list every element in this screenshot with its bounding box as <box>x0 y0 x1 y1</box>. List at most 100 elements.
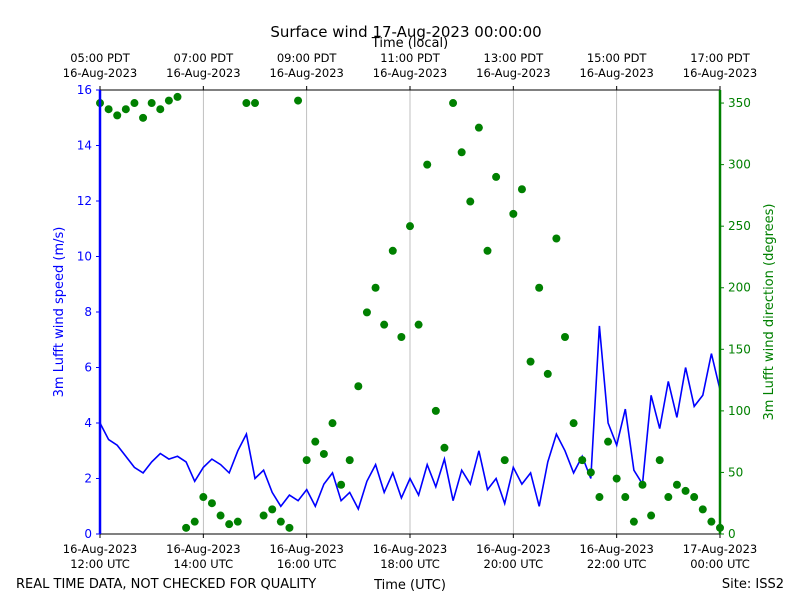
y2-tick-label: 0 <box>728 527 736 541</box>
top-tick-label: 17:00 PDT <box>690 51 751 65</box>
top-axis-label: Time (local) <box>371 36 448 51</box>
top-tick-label: 07:00 PDT <box>174 51 235 65</box>
direction-point <box>225 520 234 529</box>
y-tick-label: 4 <box>84 416 92 430</box>
top-tick-label: 16-Aug-2023 <box>683 66 757 80</box>
direction-point <box>259 511 268 520</box>
direction-point <box>130 99 139 108</box>
top-tick-label: 16-Aug-2023 <box>579 66 653 80</box>
direction-point <box>164 96 173 105</box>
direction-point <box>139 113 148 122</box>
site-label: Site: ISS2 <box>722 577 784 592</box>
y-axis-label: 3m Lufft wind speed (m/s) <box>52 227 67 398</box>
direction-point <box>655 456 664 465</box>
direction-point <box>371 283 380 292</box>
top-tick-label: 16-Aug-2023 <box>269 66 343 80</box>
direction-point <box>345 456 354 465</box>
y2-tick-label: 250 <box>728 219 751 233</box>
x-tick-label: 18:00 UTC <box>380 557 440 571</box>
direction-point <box>199 493 208 502</box>
footnote: REAL TIME DATA, NOT CHECKED FOR QUALITY <box>16 577 316 592</box>
direction-point <box>414 320 423 329</box>
direction-point <box>629 517 638 526</box>
x-tick-label: 00:00 UTC <box>690 557 750 571</box>
direction-point <box>121 105 130 114</box>
y-tick-label: 16 <box>77 83 92 97</box>
x-tick-label: 16-Aug-2023 <box>166 542 240 556</box>
speed-line <box>99 325 721 512</box>
direction-point <box>233 517 242 526</box>
y-tick-label: 8 <box>84 305 92 319</box>
y2-tick-label: 200 <box>728 281 751 295</box>
x-tick-label: 16:00 UTC <box>277 557 337 571</box>
direction-point <box>517 185 526 194</box>
direction-point <box>474 123 483 132</box>
direction-point <box>449 99 458 108</box>
direction-point <box>311 437 320 446</box>
direction-point <box>552 234 561 243</box>
direction-point <box>578 456 587 465</box>
x-tick-label: 17-Aug-2023 <box>683 542 757 556</box>
direction-point <box>440 443 449 452</box>
x-tick-label: 16-Aug-2023 <box>579 542 653 556</box>
top-tick-label: 16-Aug-2023 <box>63 66 137 80</box>
direction-point <box>380 320 389 329</box>
direction-point <box>604 437 613 446</box>
x-tick-label: 16-Aug-2023 <box>63 542 137 556</box>
x-axis-label: Time (UTC) <box>373 578 446 593</box>
top-tick-label: 13:00 PDT <box>484 51 545 65</box>
direction-point <box>207 499 216 508</box>
direction-point <box>672 480 681 489</box>
direction-point <box>681 486 690 495</box>
direction-point <box>569 419 578 428</box>
chart-title: Surface wind 17-Aug-2023 00:00:00 <box>270 23 541 41</box>
direction-point <box>423 160 432 169</box>
top-tick-label: 09:00 PDT <box>277 51 338 65</box>
direction-point <box>216 511 225 520</box>
direction-point <box>500 456 509 465</box>
x-tick-label: 12:00 UTC <box>70 557 130 571</box>
direction-point <box>285 523 294 532</box>
y-tick-label: 12 <box>77 194 92 208</box>
x-tick-label: 22:00 UTC <box>587 557 647 571</box>
y-tick-label: 6 <box>84 361 92 375</box>
direction-point <box>457 148 466 157</box>
direction-point <box>182 523 191 532</box>
direction-point <box>354 382 363 391</box>
direction-point <box>647 511 656 520</box>
direction-point <box>294 96 303 105</box>
direction-point <box>535 283 544 292</box>
y2-axis-label: 3m Lufft wind direction (degrees) <box>762 204 777 421</box>
direction-point <box>337 480 346 489</box>
direction-point <box>406 222 414 231</box>
direction-point <box>302 456 311 465</box>
top-tick-label: 11:00 PDT <box>380 51 441 65</box>
direction-point <box>466 197 475 206</box>
direction-point <box>242 99 251 108</box>
top-tick-label: 15:00 PDT <box>587 51 648 65</box>
direction-point <box>595 493 604 502</box>
y-tick-label: 0 <box>84 527 92 541</box>
direction-point <box>173 92 182 101</box>
direction-point <box>362 308 371 317</box>
x-tick-label: 16-Aug-2023 <box>476 542 550 556</box>
direction-point <box>388 246 397 255</box>
direction-point <box>397 332 406 341</box>
y-tick-label: 2 <box>84 472 92 486</box>
y2-tick-label: 150 <box>728 342 751 356</box>
direction-point <box>621 493 630 502</box>
direction-point <box>690 493 699 502</box>
top-tick-label: 16-Aug-2023 <box>476 66 550 80</box>
direction-point <box>268 505 277 514</box>
x-tick-label: 16-Aug-2023 <box>373 542 447 556</box>
y2-tick-label: 300 <box>728 158 751 172</box>
top-tick-label: 16-Aug-2023 <box>166 66 240 80</box>
direction-point <box>190 517 199 526</box>
direction-point <box>707 517 716 526</box>
y2-tick-label: 50 <box>728 465 743 479</box>
x-tick-label: 14:00 UTC <box>174 557 234 571</box>
direction-point <box>104 105 113 114</box>
y-tick-label: 14 <box>77 139 92 153</box>
direction-point <box>328 419 337 428</box>
